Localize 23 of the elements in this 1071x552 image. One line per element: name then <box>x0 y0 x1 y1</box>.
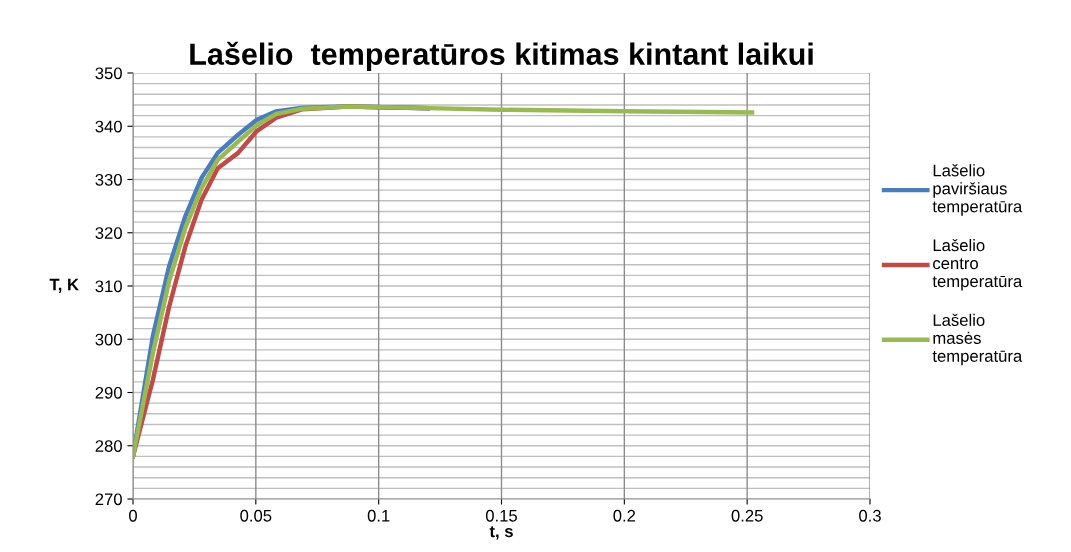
y-tick-label: 340 <box>95 120 122 133</box>
x-tick-label: 0.1 <box>367 509 390 522</box>
x-tick-label: 0.25 <box>731 509 763 522</box>
x-tick-label: 0.2 <box>613 509 636 522</box>
x-tick-label: 0.3 <box>859 509 881 522</box>
y-tick-label: 310 <box>95 280 122 293</box>
line-series <box>133 104 755 459</box>
x-axis-title: t, s <box>489 526 513 540</box>
y-tick-label: 320 <box>95 227 122 239</box>
x-tick-label: 0.15 <box>485 509 518 522</box>
x-tick-label: 0.05 <box>240 509 272 522</box>
legend-label: Lašelio masės temperatūra <box>932 313 1023 366</box>
legend-label: Lašelio centro temperatūra <box>932 238 1023 291</box>
y-tick-label: 270 <box>95 493 122 506</box>
y-tick-label: 300 <box>95 333 122 346</box>
y-tick-label: 290 <box>95 386 122 399</box>
x-tick-label: 0 <box>129 509 137 522</box>
chart-title: Lašelio temperatūros kitimas kintant laikui <box>190 41 813 72</box>
y-tick-label: 280 <box>95 440 122 452</box>
y-axis-title: T, K <box>49 278 79 293</box>
y-tick-label: 350 <box>95 67 122 80</box>
legend-label: Lašelio paviršiaus temperatūra <box>932 164 1023 216</box>
y-tick-label: 330 <box>95 173 122 186</box>
